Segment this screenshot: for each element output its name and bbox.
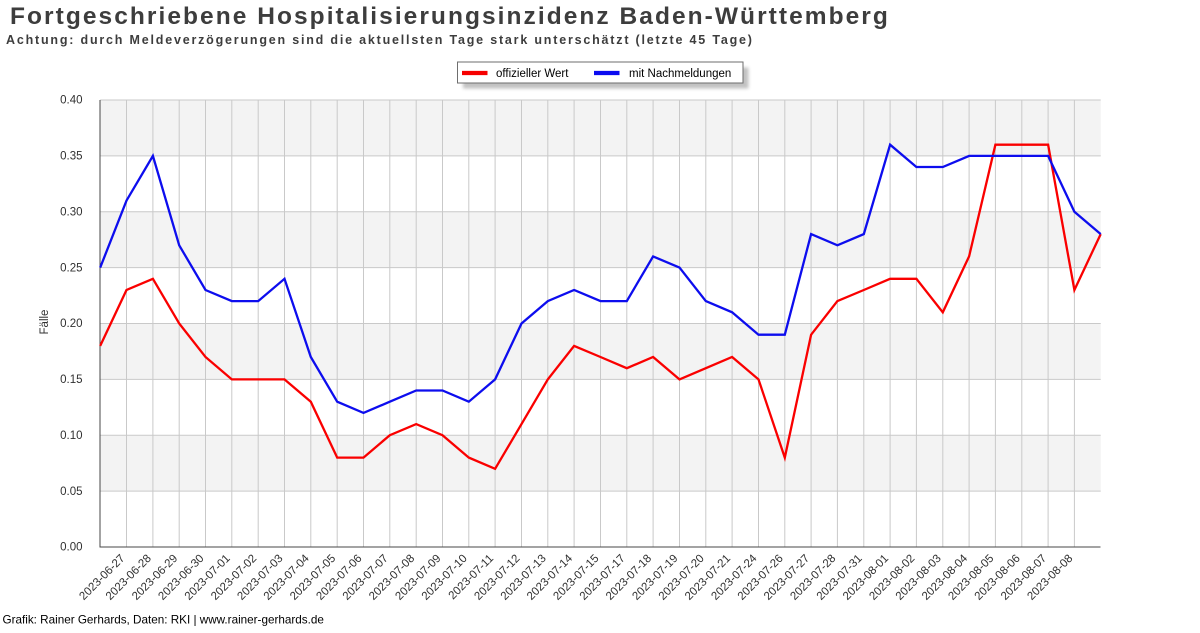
svg-text:0.30: 0.30	[60, 206, 82, 218]
svg-text:0.15: 0.15	[60, 374, 82, 386]
svg-text:0.10: 0.10	[60, 430, 82, 442]
svg-text:0.40: 0.40	[60, 95, 82, 107]
svg-text:0.05: 0.05	[60, 486, 82, 498]
svg-text:0.00: 0.00	[60, 542, 82, 554]
svg-text:0.35: 0.35	[60, 151, 82, 163]
svg-text:Fälle: Fälle	[39, 310, 51, 335]
svg-text:mit Nachmeldungen: mit Nachmeldungen	[629, 68, 731, 80]
svg-text:Fortgeschriebene Hospitalisier: Fortgeschriebene Hospitalisierungsinzide…	[10, 3, 890, 30]
svg-text:Achtung: durch Meldeverzögerun: Achtung: durch Meldeverzögerungen sind d…	[6, 33, 754, 47]
svg-text:Grafik: Rainer Gerhards, Daten: Grafik: Rainer Gerhards, Daten: RKI | ww…	[3, 614, 324, 627]
svg-text:offizieller Wert: offizieller Wert	[496, 68, 569, 80]
svg-text:0.20: 0.20	[60, 318, 82, 330]
svg-text:0.25: 0.25	[60, 262, 82, 274]
